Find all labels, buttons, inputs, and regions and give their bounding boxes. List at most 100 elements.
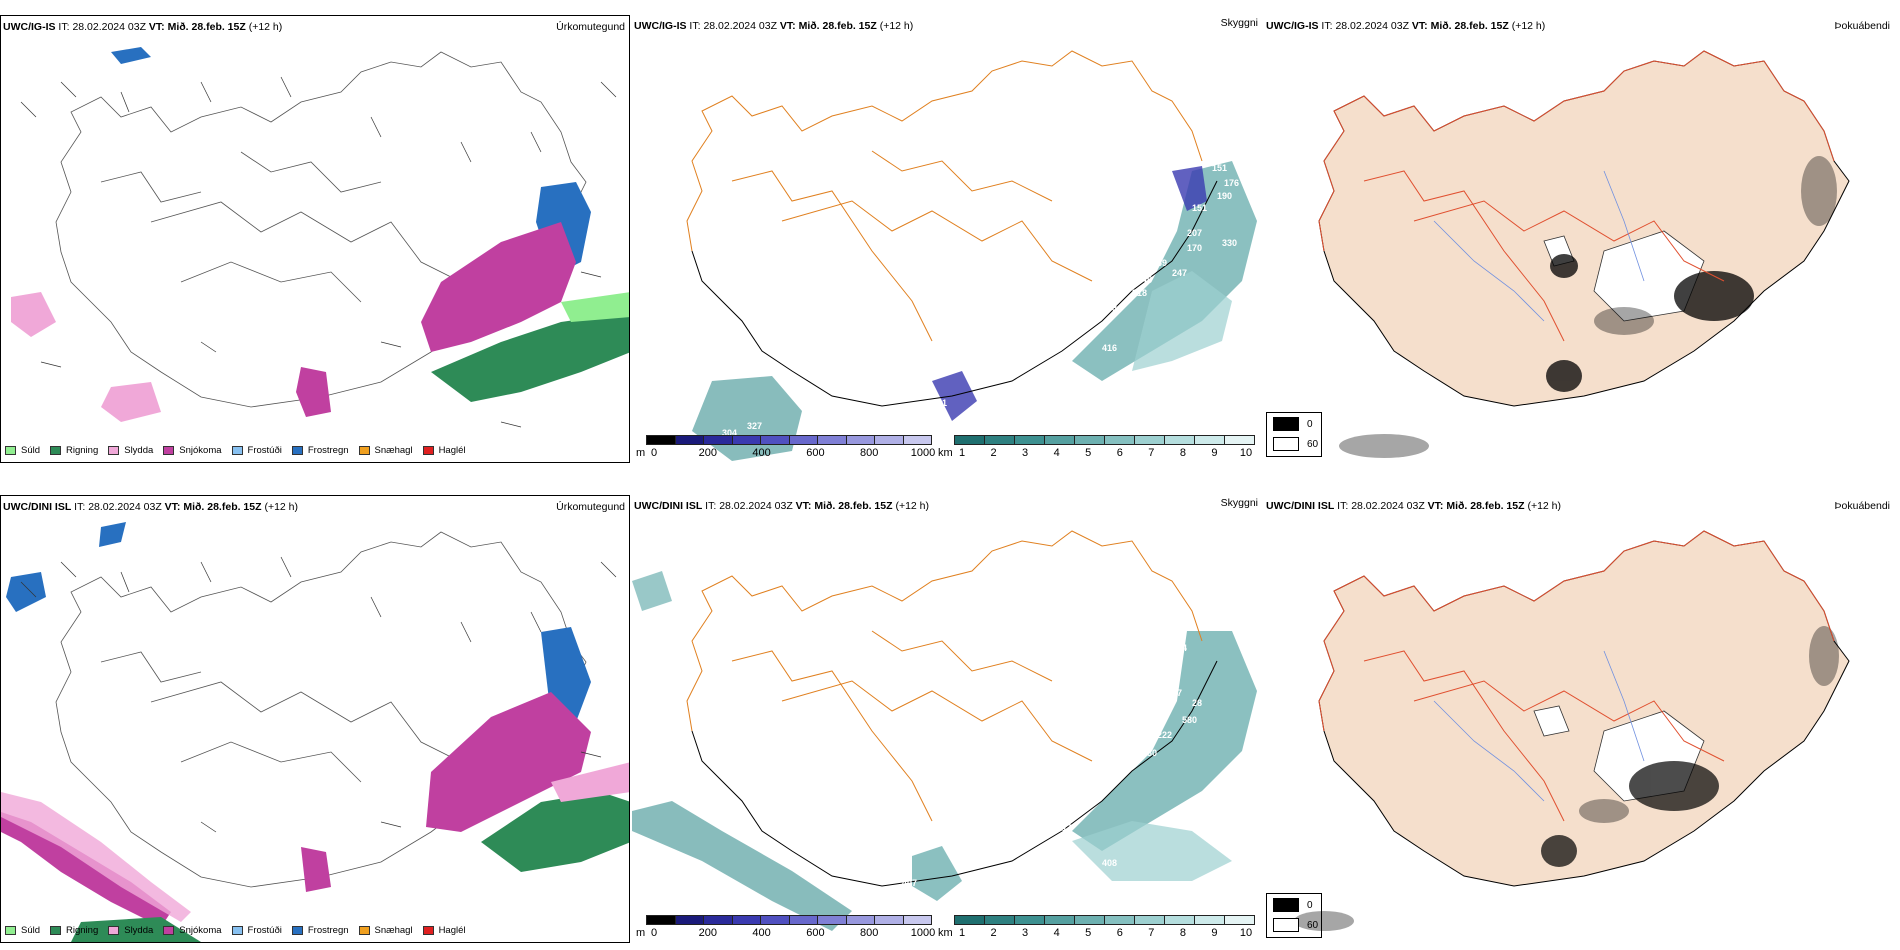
colorbar-unit: m — [636, 447, 646, 459]
valid-time: Mið. 28.feb. 15Z — [1430, 20, 1509, 32]
colorbar-unit: km — [938, 927, 953, 939]
init-time: 28.02.2024 03Z — [88, 501, 162, 513]
precip-legend-item: Snæhagl — [358, 925, 413, 936]
ceiling-colorbar-top: m 0 200 400 600 800 1000 — [636, 433, 936, 467]
colorbar-tick: 3 — [1022, 927, 1029, 939]
ceiling-label: 24 — [1177, 643, 1187, 653]
colorbar-segment — [1194, 915, 1225, 925]
ceiling-label: 274 — [1102, 743, 1117, 753]
colorbar-segment — [1044, 915, 1075, 925]
colorbar-segment — [703, 435, 733, 445]
precip-legend-item: Snjókoma — [163, 925, 222, 936]
colorbar-tick: 7 — [1148, 927, 1155, 939]
fog-header-bottom: UWC/DINI ISL IT: 28.02.2024 03Z VT: Mið.… — [1266, 500, 1892, 512]
colorbar-segment — [1134, 435, 1165, 445]
ceiling-label: 230 — [1142, 748, 1157, 758]
fog-legend-swatch — [1273, 417, 1299, 431]
colorbar-tick: 1000 — [910, 447, 936, 459]
precip-type-map-bottom — [1, 522, 629, 942]
legend-label: Slydda — [124, 925, 154, 936]
precip-legend-item: Snæhagl — [358, 445, 413, 456]
ceiling-label: 408 — [1102, 858, 1117, 868]
legend-swatch — [108, 926, 120, 935]
precip-legend-item: Súld — [5, 445, 40, 456]
init-time: 28.02.2024 03Z — [719, 500, 793, 512]
colorbar-segment — [874, 435, 904, 445]
colorbar-segment — [1044, 435, 1075, 445]
init-time: 28.02.2024 03Z — [1351, 500, 1425, 512]
legend-swatch — [50, 926, 62, 935]
fog-legend-item: 0 — [1273, 898, 1313, 912]
precip-legend-item: Haglél — [422, 445, 466, 456]
init-time: 28.02.2024 03Z — [703, 20, 777, 32]
legend-swatch — [422, 926, 434, 935]
visibility-map-top: 151 176 190 151 330 207 170 269 245 247 … — [686, 50, 1257, 461]
precip-legend-item: Slydda — [108, 925, 153, 936]
panel-title-visibility-top: Skyggni — [1220, 17, 1258, 29]
colorbar-segment — [817, 915, 847, 925]
ceiling-label: 276 — [1062, 783, 1077, 793]
fog-legend-label: 60 — [1307, 438, 1319, 450]
legend-label: Rigning — [66, 445, 99, 456]
ceiling-label: 176 — [1224, 178, 1239, 188]
it-label: IT: — [58, 21, 70, 33]
colorbar-tick: 4 — [1053, 927, 1060, 939]
fog-panel-bottom: UWC/DINI ISL IT: 28.02.2024 03Z VT: Mið.… — [1264, 495, 1894, 943]
colorbar-tick: 2 — [990, 927, 997, 939]
ceiling-label: 327 — [747, 421, 762, 431]
colorbar-tick: 7 — [1148, 447, 1155, 459]
valid-time: Mið. 28.feb. 15Z — [1446, 500, 1525, 512]
legend-label: Frostúði — [247, 925, 282, 936]
colorbar-segment — [1224, 915, 1255, 925]
colorbar-segment — [760, 915, 790, 925]
colorbar-segment — [1074, 915, 1105, 925]
colorbar-segment — [1224, 435, 1255, 445]
colorbar-tick: 10 — [1239, 447, 1253, 459]
fog-header-top: UWC/IG-IS IT: 28.02.2024 03Z VT: Mið. 28… — [1266, 20, 1892, 32]
ceiling-label: 269 — [1152, 258, 1167, 268]
colorbar-segment — [817, 435, 847, 445]
ceiling-label: 207 — [1187, 228, 1202, 238]
lead-time: (+12 h) — [248, 21, 283, 33]
ceiling-label: 151 — [1212, 163, 1227, 173]
ceiling-label: 170 — [1187, 243, 1202, 253]
ceiling-label: 247 — [1172, 268, 1187, 278]
precip-legend-item: Rigning — [50, 925, 98, 936]
colorbar-segment — [984, 915, 1015, 925]
vt-label: VT: — [164, 501, 181, 513]
legend-label: Súld — [21, 445, 41, 456]
legend-swatch — [108, 446, 120, 455]
colorbar-segment — [674, 915, 704, 925]
ceiling-label: 245 — [1137, 275, 1152, 285]
colorbar-segment — [954, 435, 985, 445]
legend-label: Súld — [21, 925, 41, 936]
colorbar-tick: 5 — [1085, 927, 1092, 939]
colorbar-tick: 600 — [806, 927, 825, 939]
colorbar-tick: 10 — [1239, 927, 1253, 939]
it-label: IT: — [705, 500, 717, 512]
colorbar-segment — [845, 435, 875, 445]
colorbar-segment — [984, 435, 1015, 445]
legend-swatch — [5, 926, 16, 935]
ceiling-label: 351 — [932, 398, 947, 408]
legend-swatch — [291, 446, 303, 455]
colorbar-tick: 400 — [752, 447, 771, 459]
colorbar-segment — [902, 435, 932, 445]
legend-swatch — [163, 446, 175, 455]
precip-type-map-top — [11, 47, 629, 428]
model-name: UWC/DINI ISL — [3, 501, 72, 513]
colorbar-segment — [1134, 915, 1165, 925]
colorbar-segment — [731, 915, 761, 925]
precip-legend-item: Frostregn — [291, 925, 349, 936]
legend-label: Frostúði — [247, 445, 282, 456]
legend-swatch — [231, 446, 243, 455]
colorbar-tick: 5 — [1085, 447, 1092, 459]
colorbar-tick: 1 — [958, 927, 966, 939]
fog-legend-item: 60 — [1273, 918, 1318, 932]
colorbar-tick: 3 — [1022, 447, 1029, 459]
ceiling-colorbar-bottom: m 0 200 400 600 800 1000 — [636, 913, 936, 947]
ceiling-label: 222 — [1157, 730, 1172, 740]
panel-title-visibility-bottom: Skyggni — [1220, 497, 1258, 509]
colorbar-segment — [1104, 915, 1135, 925]
precip-legend-item: Súld — [5, 925, 40, 936]
